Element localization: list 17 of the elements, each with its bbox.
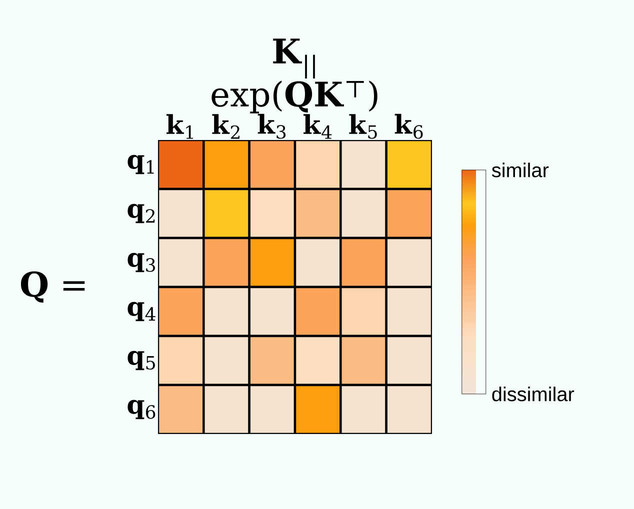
y-tick-label: q$_{5}$ — [128, 350, 155, 370]
chart-title: K$_{||}$ — [273, 38, 315, 78]
y-tick-label: q$_{1}$ — [128, 154, 154, 174]
x-tick-label: k$_{1}$ — [166, 114, 193, 139]
y-tick-label: q$_{2}$ — [128, 204, 155, 224]
x-axis-title: exp(QK$^{⊤}$) — [212, 80, 378, 114]
y-axis-title: Q = — [20, 271, 85, 303]
x-tick-label: k$_{2}$ — [212, 114, 240, 139]
x-tick-label: k$_{5}$ — [349, 114, 377, 139]
y-tick-label: q$_{3}$ — [128, 252, 155, 272]
color-bar-label: similar — [492, 162, 549, 178]
color-bar-label: dissimilar — [492, 386, 574, 402]
y-tick-label: q$_{4}$ — [128, 302, 156, 322]
x-tick-label: k$_{6}$ — [394, 114, 423, 139]
x-tick-label: k$_{4}$ — [304, 114, 332, 139]
x-tick-label: k$_{3}$ — [258, 114, 286, 139]
y-tick-label: q$_{6}$ — [128, 400, 156, 420]
